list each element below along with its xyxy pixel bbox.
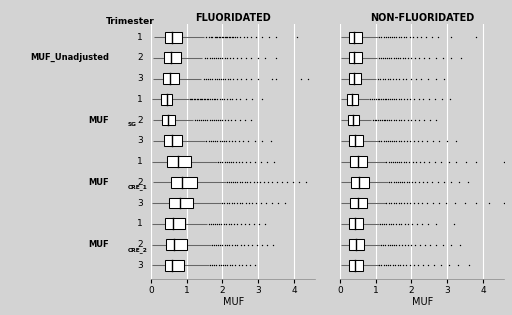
Text: MUF: MUF xyxy=(89,116,110,125)
Bar xyxy=(349,260,363,271)
Text: 2: 2 xyxy=(137,116,143,125)
Text: 3: 3 xyxy=(137,261,143,270)
Text: 3: 3 xyxy=(137,136,143,145)
Bar xyxy=(349,73,361,84)
Bar xyxy=(350,198,367,209)
Bar xyxy=(166,239,187,250)
X-axis label: MUF: MUF xyxy=(223,297,244,307)
Bar xyxy=(347,94,358,105)
Bar xyxy=(348,115,359,125)
Bar xyxy=(161,94,173,105)
Bar xyxy=(163,73,179,84)
Bar xyxy=(350,156,367,167)
Text: Trimester: Trimester xyxy=(106,17,155,26)
Bar xyxy=(349,239,365,250)
Bar xyxy=(349,218,363,229)
Title: FLUORIDATED: FLUORIDATED xyxy=(195,13,271,23)
Text: 2: 2 xyxy=(137,53,143,62)
Title: NON-FLUORIDATED: NON-FLUORIDATED xyxy=(370,13,474,23)
Text: 2: 2 xyxy=(137,240,143,249)
Bar xyxy=(164,53,181,63)
Bar xyxy=(167,156,191,167)
Text: CRE_1: CRE_1 xyxy=(127,184,147,190)
Text: 2: 2 xyxy=(137,178,143,187)
Text: 1: 1 xyxy=(137,95,143,104)
Text: 1: 1 xyxy=(137,33,143,42)
X-axis label: MUF: MUF xyxy=(412,297,433,307)
Bar xyxy=(349,135,363,146)
Text: 3: 3 xyxy=(137,74,143,83)
Bar xyxy=(349,53,362,63)
Text: 1: 1 xyxy=(137,219,143,228)
Bar xyxy=(165,32,182,43)
Bar xyxy=(349,32,362,43)
Text: MUF_Unadjusted: MUF_Unadjusted xyxy=(30,53,110,62)
Text: MUF: MUF xyxy=(89,178,110,187)
Bar xyxy=(165,260,184,271)
Text: 1: 1 xyxy=(137,157,143,166)
Bar xyxy=(351,177,369,188)
Text: 3: 3 xyxy=(137,198,143,208)
Text: SG: SG xyxy=(127,122,136,127)
Bar xyxy=(170,177,197,188)
Text: MUF: MUF xyxy=(89,240,110,249)
Bar xyxy=(162,115,175,125)
Bar xyxy=(165,218,185,229)
Bar xyxy=(164,135,182,146)
Bar xyxy=(169,198,193,209)
Text: CRE_2: CRE_2 xyxy=(127,247,147,253)
